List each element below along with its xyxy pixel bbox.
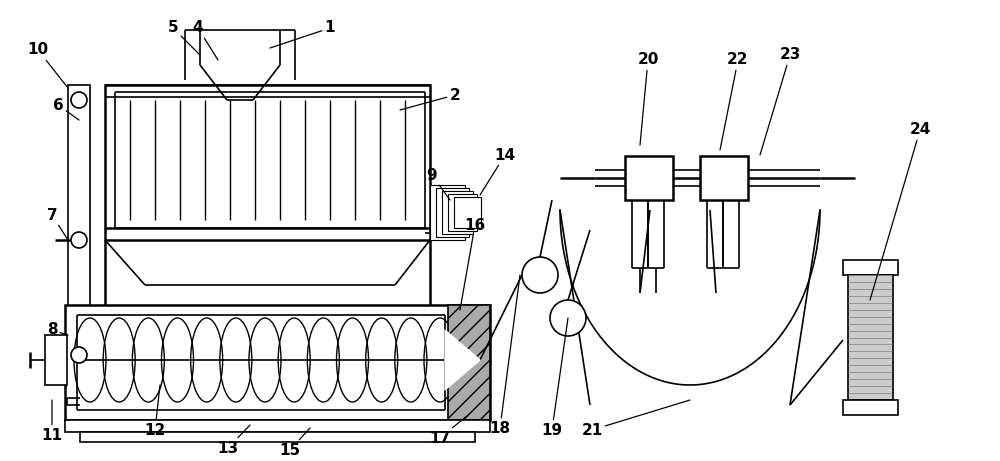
Text: 19: 19	[541, 318, 568, 437]
Bar	[65, 305, 490, 420]
Polygon shape	[445, 330, 480, 390]
Bar	[436, 188, 469, 237]
Bar	[843, 400, 898, 415]
Bar	[445, 370, 460, 388]
Text: 12: 12	[144, 385, 166, 437]
Text: 20: 20	[637, 53, 659, 145]
Text: 4: 4	[193, 20, 218, 60]
Bar	[45, 335, 67, 385]
Bar	[848, 275, 893, 400]
Bar	[625, 156, 673, 200]
Text: 1: 1	[270, 20, 335, 48]
Bar	[454, 197, 481, 228]
Text: 24: 24	[870, 123, 931, 300]
Bar	[448, 194, 477, 231]
Text: 22: 22	[720, 53, 749, 150]
Bar	[430, 185, 465, 240]
Circle shape	[550, 300, 586, 336]
Text: 14: 14	[480, 148, 516, 195]
Text: 10: 10	[27, 42, 68, 88]
Text: 13: 13	[217, 425, 250, 455]
Text: 18: 18	[489, 275, 520, 436]
Bar	[448, 305, 490, 420]
Text: 21: 21	[581, 400, 690, 437]
Text: 9: 9	[427, 167, 450, 200]
Bar	[442, 191, 473, 234]
Text: 7: 7	[47, 207, 68, 240]
Text: 16: 16	[460, 218, 486, 310]
Bar	[843, 260, 898, 275]
Bar	[68, 85, 90, 390]
Text: 11: 11	[42, 400, 62, 443]
Bar	[700, 156, 748, 200]
Bar	[80, 432, 475, 442]
Bar	[105, 85, 430, 310]
Text: 2: 2	[400, 88, 460, 110]
Circle shape	[522, 257, 558, 293]
Text: 5: 5	[168, 20, 200, 55]
Text: 23: 23	[760, 47, 801, 155]
Text: 15: 15	[279, 428, 310, 457]
Text: 6: 6	[53, 97, 79, 120]
Bar	[65, 420, 490, 432]
Circle shape	[71, 92, 87, 108]
Circle shape	[71, 347, 87, 363]
Circle shape	[71, 232, 87, 248]
Text: 17: 17	[429, 415, 468, 445]
Text: 8: 8	[47, 323, 68, 337]
